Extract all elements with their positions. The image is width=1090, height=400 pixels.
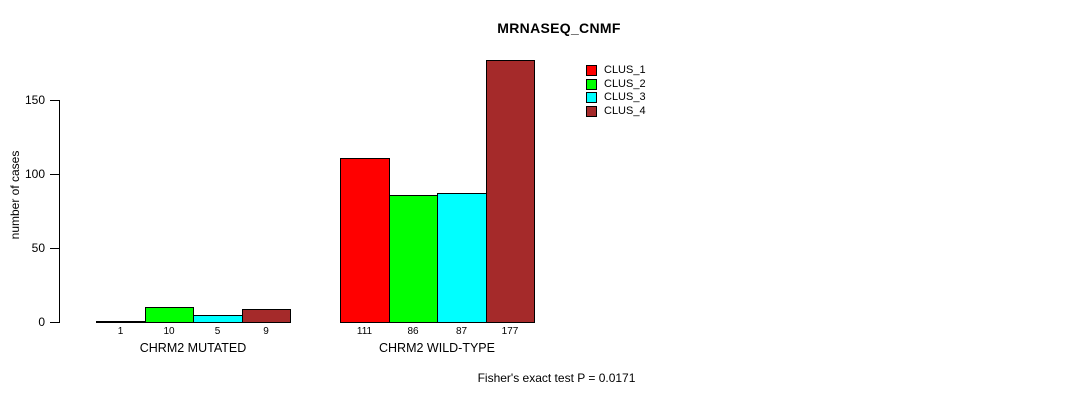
legend-item: CLUS_1: [586, 64, 646, 78]
bar-clus_1: [340, 158, 390, 323]
bar-value-label: 1: [117, 326, 124, 337]
bar-value-label: 87: [455, 326, 468, 337]
y-tick-mark: [50, 248, 59, 249]
legend-label: CLUS_2: [604, 77, 646, 90]
y-axis-line: [59, 100, 60, 323]
annotation-text: Fisher's exact test P = 0.0171: [477, 371, 636, 385]
bar-value-label: 111: [356, 326, 373, 337]
legend-swatch-icon: [586, 105, 597, 117]
y-axis-label: number of cases: [8, 150, 22, 240]
bar-clus_3: [193, 315, 243, 323]
legend-item: CLUS_3: [586, 91, 646, 105]
legend-item: CLUS_4: [586, 105, 646, 119]
bar-value-label: 5: [214, 326, 221, 337]
legend-item: CLUS_2: [586, 78, 646, 92]
y-tick-label: 0: [38, 315, 45, 329]
bar-value-label: 177: [501, 326, 519, 337]
bar-clus_2: [389, 195, 438, 323]
y-tick-mark: [50, 322, 59, 323]
legend-label: CLUS_1: [604, 64, 646, 77]
y-tick-label: 150: [24, 93, 45, 107]
legend-label: CLUS_4: [604, 104, 646, 117]
chart-title: MRNASEQ_CNMF: [497, 20, 621, 36]
bar-clus_4: [242, 309, 291, 323]
bar-value-label: 9: [263, 326, 269, 337]
group-label: CHRM2 MUTATED: [139, 341, 247, 355]
bar-clus_1: [96, 321, 146, 323]
legend-swatch-icon: [586, 65, 597, 77]
bar-clus_2: [145, 307, 194, 323]
legend-swatch-icon: [586, 92, 597, 104]
group-label: CHRM2 WILD-TYPE: [379, 341, 495, 355]
y-tick-mark: [50, 174, 59, 175]
bar-clus_3: [437, 193, 487, 323]
legend: CLUS_1 CLUS_2 CLUS_3 CLUS_4: [586, 64, 646, 118]
legend-swatch-icon: [586, 78, 597, 90]
legend-label: CLUS_3: [604, 91, 646, 104]
y-tick-mark: [50, 100, 59, 101]
bar-value-label: 86: [407, 326, 419, 337]
y-tick-label: 50: [31, 241, 45, 255]
y-tick-label: 100: [24, 167, 45, 181]
bar-clus_4: [486, 60, 535, 323]
bar-value-label: 10: [163, 326, 175, 337]
